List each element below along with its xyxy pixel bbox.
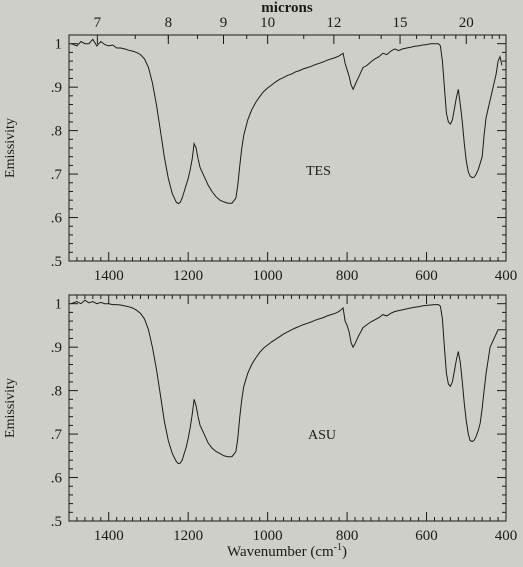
microns-axis-label: microns xyxy=(261,0,313,16)
asu-tick-labels: 1400 1200 1000 800 600 400 .5 .6 .7 .8 .9 1 xyxy=(51,297,518,544)
y-tick-label: 1 xyxy=(55,37,63,53)
x-tick-label: 800 xyxy=(336,268,359,284)
y-tick-label: .8 xyxy=(51,384,62,400)
x-tick-label: 1400 xyxy=(94,268,124,284)
y-tick-label: .9 xyxy=(51,80,62,96)
tes-plot-frame xyxy=(68,34,507,262)
asu-axis-ticks xyxy=(68,295,507,522)
y-tick-label: .9 xyxy=(51,340,62,356)
x-tick-label: 1200 xyxy=(173,268,203,284)
y-tick-label: .6 xyxy=(51,211,63,227)
tes-tick-labels: 1400 1200 1000 800 600 400 .5 .6 .7 .8 .9 1 7 8 9 10 12 1… xyxy=(51,15,518,284)
micron-tick-label: 20 xyxy=(459,15,474,31)
wavenumber-axis-label: Wavenumber (cm-1) xyxy=(227,542,347,560)
x-tick-label: 1400 xyxy=(94,528,124,544)
y-tick-label: .8 xyxy=(51,124,62,140)
asu-label: ASU xyxy=(308,428,336,443)
x-tick-label: 400 xyxy=(495,528,518,544)
x-tick-label: 600 xyxy=(415,268,438,284)
x-tick-label: 800 xyxy=(336,528,359,544)
asu-emissivity-line xyxy=(70,299,502,465)
micron-tick-label: 8 xyxy=(165,15,173,31)
asu-y-axis-label: Emissivity xyxy=(3,378,18,438)
wavenumber-axis-label-superscript: -1 xyxy=(334,542,342,553)
x-tick-label: 1000 xyxy=(253,528,283,544)
y-tick-label: .5 xyxy=(51,254,62,270)
y-tick-label: .7 xyxy=(51,427,63,443)
y-tick-label: .7 xyxy=(51,167,63,183)
y-tick-label: 1 xyxy=(55,297,63,313)
x-tick-label: 400 xyxy=(495,268,518,284)
x-tick-label: 1000 xyxy=(253,268,283,284)
micron-tick-label: 7 xyxy=(94,15,102,31)
y-tick-label: .6 xyxy=(51,471,63,487)
micron-tick-label: 9 xyxy=(220,15,228,31)
tes-emissivity-line xyxy=(70,38,503,205)
x-tick-label: 1200 xyxy=(173,528,203,544)
tes-label: TES xyxy=(306,164,331,179)
asu-plot-frame xyxy=(68,294,507,522)
tes-y-axis-label: Emissivity xyxy=(3,118,18,178)
wavenumber-axis-label-close: ) xyxy=(342,544,347,560)
tes-panel: 1400 1200 1000 800 600 400 .5 .6 .7 .8 .9 1 7 8 9 10 12 1… xyxy=(3,15,517,284)
micron-tick-label: 12 xyxy=(326,15,341,31)
x-tick-label: 600 xyxy=(415,528,438,544)
tes-axis-ticks xyxy=(68,35,507,262)
asu-panel: 1400 1200 1000 800 600 400 .5 .6 .7 .8 .9 1 ASU Emi… xyxy=(3,294,518,544)
micron-tick-label: 10 xyxy=(260,15,275,31)
y-tick-label: .5 xyxy=(51,514,62,530)
micron-tick-label: 15 xyxy=(393,15,408,31)
wavenumber-axis-label-text: Wavenumber (cm xyxy=(227,544,334,560)
